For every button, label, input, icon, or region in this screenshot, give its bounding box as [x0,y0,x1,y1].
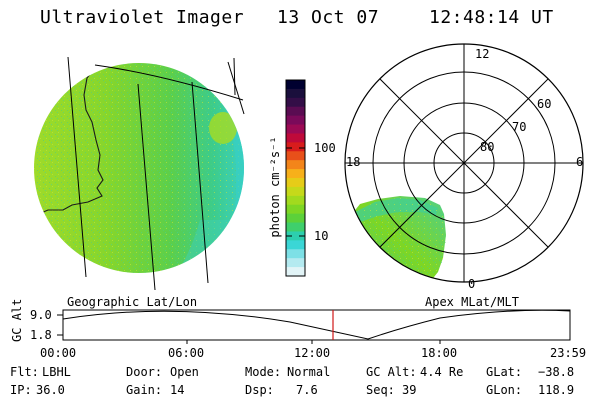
colorbar-unit-label: photon cm⁻²s⁻¹ [268,136,282,238]
mlat-label-80: 80 [480,140,495,154]
dsp-label: Dsp: [245,383,274,397]
altitude-ylabel: GC Alt [10,298,24,342]
filter-label: Flt: [10,365,39,379]
coastline [34,63,104,217]
colorbar-cell [286,195,305,206]
colorbar-cell [286,186,305,197]
colorbar-cell [286,249,305,259]
mode-label: Mode: [245,365,282,379]
gc-alt-value: 4.4 Re [420,365,464,379]
colorbar-cell [286,160,305,170]
mlt-label-12: 12 [475,47,490,61]
colorbar-cell [286,258,305,268]
filter-value: LBHL [42,365,71,379]
image-time: 12:48:14 UT [429,7,554,28]
glat-label: GLat: [486,365,523,379]
altitude-ytick-bottom: 1.8 [30,328,52,342]
ip-value: 36.0 [36,383,65,397]
colorbar-cell [286,142,305,152]
colorbar-cell [286,240,305,250]
colorbar-cell [286,178,305,188]
door-value: Open [170,365,199,379]
gain-value: 14 [170,383,185,397]
mlt-label-6: 6 [576,155,584,169]
glon-value: 118.9 [538,383,575,397]
geographic-label: Geographic Lat/Lon [67,295,198,309]
colorbar-cell [286,169,305,179]
colorbar-cell [286,80,305,90]
mlat-label-70: 70 [512,120,527,134]
geographic-image [34,56,245,291]
altitude-xtick-0600: 06:00 [168,346,205,360]
colorbar-cell [286,151,305,161]
dsp-value: 7.6 [296,383,318,397]
door-label: Door: [126,365,163,379]
glat-value: −38.8 [538,365,575,379]
altitude-xtick-1800: 18:00 [421,346,458,360]
altitude-xtick-1200: 12:00 [294,346,331,360]
instrument-title: Ultraviolet Imager [40,7,245,28]
apex-label: Apex MLat/MLT [425,295,519,309]
seq-label: Seq: [366,383,395,397]
colorbar-cell [286,222,305,233]
colorbar-tick-10: 10 [314,229,329,243]
mode-value: Normal [287,365,331,379]
colorbar-cell [286,124,305,135]
polar-image [344,43,584,283]
colorbar-tick-100: 100 [314,141,336,155]
altitude-plot [57,309,571,344]
seq-value: 39 [402,383,417,397]
gc-alt-label: GC Alt: [366,365,417,379]
mlt-label-0: 0 [468,277,476,291]
colorbar-cell [286,133,305,143]
colorbar [285,79,306,277]
colorbar-cell [286,231,305,241]
altitude-ytick-top: 9.0 [30,308,52,322]
colorbar-cell [286,88,305,99]
image-date: 13 Oct 07 [277,7,380,28]
colorbar-cell [286,115,305,126]
altitude-xtick-0000: 00:00 [40,346,77,360]
colorbar-cell [286,267,305,277]
colorbar-cell [286,213,305,224]
gain-label: Gain: [126,383,163,397]
colorbar-cell [286,106,305,117]
mlt-label-18: 18 [346,155,361,169]
altitude-curve [62,309,571,340]
glon-label: GLon: [486,383,523,397]
colorbar-cell [286,204,305,215]
ip-label: IP: [10,383,32,397]
mlat-label-60: 60 [537,97,552,111]
colorbar-cell [286,97,305,108]
altitude-xtick-2359: 23:59 [550,346,587,360]
